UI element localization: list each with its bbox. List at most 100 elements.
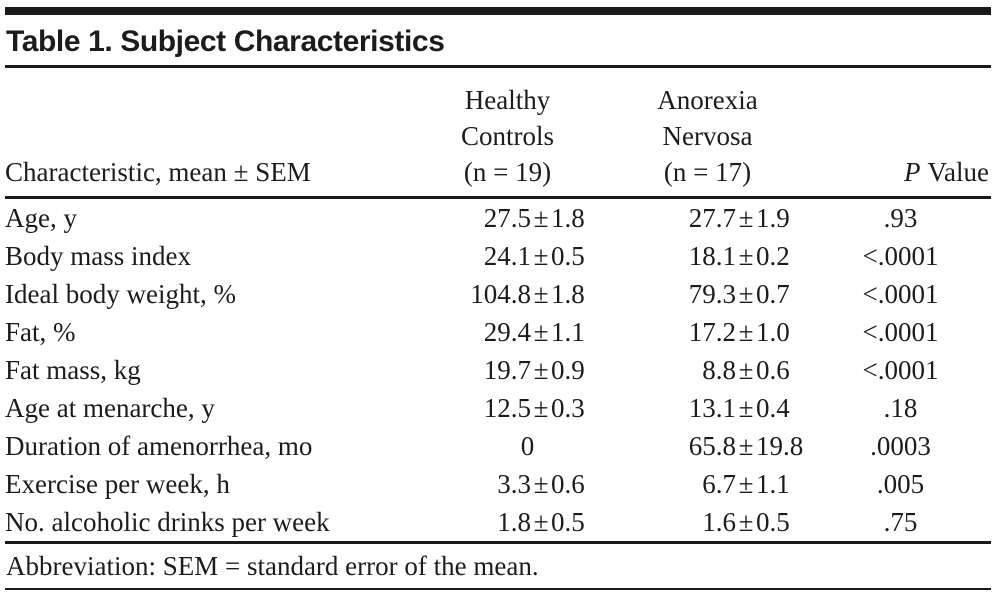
anorexia-nervosa-value-sem: 1.0 (756, 317, 790, 347)
plus-minus-sign: ± (738, 317, 754, 347)
healthy-controls-value: 0 (520, 431, 535, 461)
header-line: Nervosa (662, 121, 753, 151)
healthy-controls-value-sem: 0.9 (551, 355, 585, 385)
anorexia-nervosa-value-mean: 1.6 (702, 507, 736, 537)
table-row: Fat, % 29.4 ±1.1 17.2 ±1.0 <.0001 (5, 313, 991, 351)
table-top-rule (5, 7, 991, 15)
title-divider-rule (5, 65, 991, 68)
row-label: Age, y (5, 203, 77, 233)
footer-divider-rule (5, 541, 991, 544)
anorexia-nervosa-value-mean: 8.8 (702, 355, 736, 385)
table-row: Age at menarche, y 12.5 ±0.3 13.1 ±0.4.18 (5, 389, 991, 427)
plus-minus-sign: ± (738, 241, 754, 271)
anorexia-nervosa-value-mean: 13.1 (688, 393, 736, 423)
anorexia-nervosa-value-mean: 79.3 (688, 279, 736, 309)
anorexia-nervosa-value-mean: 65.8 (688, 431, 736, 461)
row-label: Ideal body weight, % (5, 279, 236, 309)
table-row: Body mass index 24.1 ±0.5 18.1 ±0.2 <.0001 (5, 237, 991, 275)
plus-minus-sign: ± (738, 203, 754, 233)
header-line: Healthy (464, 85, 551, 115)
plus-minus-sign: ± (533, 355, 549, 385)
p-value: .18 (883, 393, 918, 423)
healthy-controls-value-sem: 0.3 (551, 393, 585, 423)
anorexia-nervosa-value: 1.6 ±0.5 (605, 503, 810, 541)
column-header-characteristic: Characteristic, mean ± SEM (5, 157, 311, 187)
anorexia-nervosa-value: 27.7 ±1.9 (605, 199, 810, 237)
table-footnote: Abbreviation: SEM = standard error of th… (6, 551, 539, 581)
row-label: Fat, % (5, 317, 76, 347)
table-row: No. alcoholic drinks per week 1.8 ±0.5 1.6 ±… (5, 503, 991, 541)
plus-minus-sign: ± (738, 279, 754, 309)
anorexia-nervosa-value: 13.1 ±0.4 (605, 389, 810, 427)
plus-minus-sign: ± (738, 469, 754, 499)
healthy-controls-value-mean: 1.8 (497, 507, 531, 537)
plus-minus-sign: ± (533, 279, 549, 309)
table-row: Fat mass, kg 19.7 ±0.9 8.8 ±0.6 <.0001 (5, 351, 991, 389)
p-value: .005 (876, 469, 925, 499)
anorexia-nervosa-value-mean: 27.7 (688, 203, 736, 233)
plus-minus-sign: ± (738, 355, 754, 385)
header-divider-rule (5, 196, 991, 199)
header-line: (n = 17) (663, 157, 752, 187)
healthy-controls-value-mean: 19.7 (483, 355, 531, 385)
healthy-controls-value: 1.8 ±0.5 (410, 503, 605, 541)
healthy-controls-value-mean: 104.8 (470, 279, 531, 309)
anorexia-nervosa-value-sem: 19.8 (756, 431, 804, 461)
healthy-controls-value-sem: 0.5 (551, 241, 585, 271)
anorexia-nervosa-value-sem: 0.2 (756, 241, 790, 271)
anorexia-nervosa-value: 17.2 ±1.0 (605, 313, 810, 351)
anorexia-nervosa-value: 79.3 ±0.7 (605, 275, 810, 313)
healthy-controls-value-mean: 29.4 (483, 317, 531, 347)
header-line: Controls (460, 121, 554, 151)
plus-minus-sign: ± (738, 431, 754, 461)
plus-minus-sign: ± (533, 317, 549, 347)
table-title: Table 1. Subject Characteristics (6, 25, 445, 58)
row-label: Fat mass, kg (5, 355, 141, 385)
table-row: Ideal body weight, % 104.8 ±1.8 79.3 ±0.7 <.0… (5, 275, 991, 313)
column-header-healthy-controls: Healthy Controls (n = 19) (410, 82, 605, 190)
healthy-controls-value: 29.4 ±1.1 (410, 313, 605, 351)
healthy-controls-value-sem: 0.6 (551, 469, 585, 499)
anorexia-nervosa-value: 8.8 ±0.6 (605, 351, 810, 389)
column-header-anorexia-nervosa: Anorexia Nervosa (n = 17) (605, 82, 810, 190)
healthy-controls-value: 27.5 ±1.8 (410, 199, 605, 237)
anorexia-nervosa-value-sem: 0.5 (756, 507, 790, 537)
healthy-controls-value: 3.3 ±0.6 (410, 465, 605, 503)
p-value-word: Value (927, 157, 989, 187)
anorexia-nervosa-value-sem: 0.6 (756, 355, 790, 385)
plus-minus-sign: ± (533, 469, 549, 499)
healthy-controls-value-sem: 1.8 (551, 203, 585, 233)
header-line: (n = 19) (463, 157, 552, 187)
p-value: <.0001 (862, 317, 939, 347)
row-label: Age at menarche, y (5, 393, 215, 423)
anorexia-nervosa-value-mean: 17.2 (688, 317, 736, 347)
column-header-p-value: P Value (810, 154, 991, 190)
anorexia-nervosa-value-sem: 0.7 (756, 279, 790, 309)
p-value: <.0001 (862, 279, 939, 309)
table-body: Age, y 27.5 ±1.8 27.7 ±1.9.93 Body mass index… (5, 199, 991, 541)
anorexia-nervosa-value-mean: 6.7 (702, 469, 736, 499)
p-value: .0003 (870, 431, 931, 461)
plus-minus-sign: ± (533, 203, 549, 233)
anorexia-nervosa-value-sem: 0.4 (756, 393, 790, 423)
anorexia-nervosa-value: 65.8 ±19.8 (605, 427, 810, 465)
row-label: Exercise per week, h (5, 469, 230, 499)
p-value: <.0001 (862, 241, 939, 271)
anorexia-nervosa-value-mean: 18.1 (688, 241, 736, 271)
row-label: Duration of amenorrhea, mo (5, 431, 313, 461)
row-label: No. alcoholic drinks per week (5, 507, 330, 537)
table-header-row: Characteristic, mean ± SEM Healthy Contr… (5, 68, 991, 196)
table-row: Exercise per week, h 3.3 ±0.6 6.7 ±1.1.005 (5, 465, 991, 503)
healthy-controls-value-sem: 1.1 (551, 317, 585, 347)
healthy-controls-value-mean: 24.1 (483, 241, 531, 271)
healthy-controls-value: 12.5 ±0.3 (410, 389, 605, 427)
table-bottom-rule (5, 588, 991, 590)
anorexia-nervosa-value: 6.7 ±1.1 (605, 465, 810, 503)
anorexia-nervosa-value-sem: 1.1 (756, 469, 790, 499)
plus-minus-sign: ± (533, 393, 549, 423)
p-value: <.0001 (862, 355, 939, 385)
healthy-controls-value-mean: 3.3 (497, 469, 531, 499)
healthy-controls-value: 104.8 ±1.8 (410, 275, 605, 313)
healthy-controls-value-sem: 1.8 (551, 279, 585, 309)
plus-minus-sign: ± (738, 393, 754, 423)
